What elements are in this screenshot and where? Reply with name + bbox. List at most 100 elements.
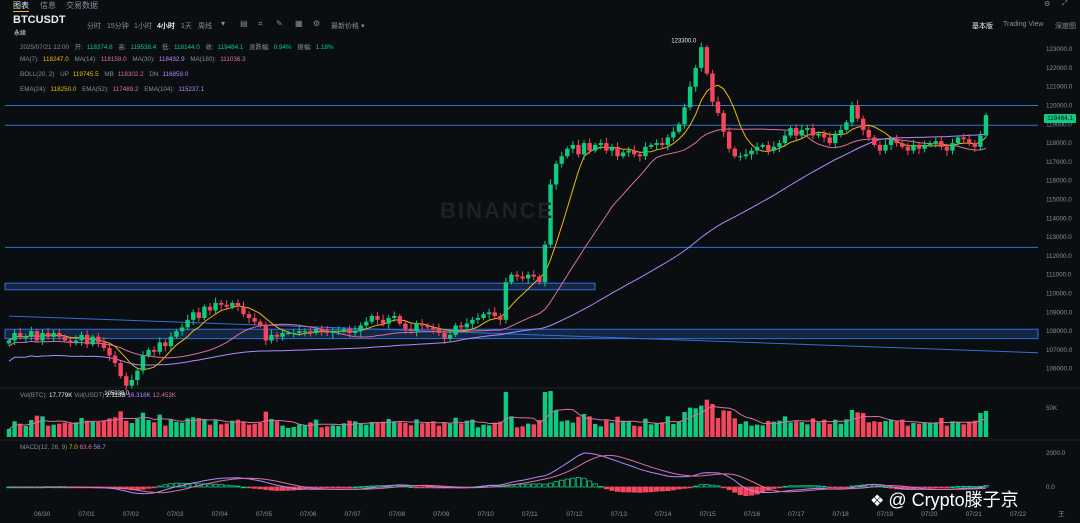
volume-bar xyxy=(922,422,927,437)
candle-body xyxy=(308,331,313,333)
candle-body xyxy=(51,332,56,337)
date-tick-label: 07/07 xyxy=(345,511,362,518)
candle-body xyxy=(403,323,408,330)
macd-histogram-bar xyxy=(268,486,274,491)
macd-histogram-bar xyxy=(776,486,783,489)
tab-chart[interactable]: 图表 xyxy=(13,1,29,12)
settings-icon[interactable]: ⚙ xyxy=(1044,1,1051,8)
tf-time[interactable]: 分时 xyxy=(87,23,101,30)
credit-text: @ Crypto滕子京 xyxy=(888,490,1019,510)
volume-bar xyxy=(492,422,497,437)
candle-body xyxy=(944,146,950,151)
volume-bar xyxy=(224,423,229,437)
macd-histogram-bar xyxy=(614,486,621,492)
macd-histogram-bar xyxy=(966,485,972,488)
ema24-value: 118250.0 xyxy=(50,86,77,93)
macd-histogram-bar xyxy=(927,486,933,489)
volume-bar xyxy=(615,416,620,437)
candle-body xyxy=(330,331,336,333)
volume-bar xyxy=(196,418,202,437)
tf-1h[interactable]: 1小时 xyxy=(134,23,152,30)
volume-bar xyxy=(179,422,185,437)
macd-histogram-bar xyxy=(240,486,247,489)
volume-bar xyxy=(699,405,704,437)
volume-bar xyxy=(509,416,514,437)
volume-bar xyxy=(777,420,782,437)
macd-histogram-bar xyxy=(737,486,743,496)
volume-bar xyxy=(732,418,737,437)
high-price-marker: 123300.0 xyxy=(671,38,697,44)
macd-histogram-bar xyxy=(536,483,542,488)
symbol-name[interactable]: BTCUSDT xyxy=(13,14,66,26)
volume-bar xyxy=(771,421,777,437)
macd-histogram-bar xyxy=(782,485,788,488)
candle-body xyxy=(821,133,827,138)
volume-bar xyxy=(174,422,179,437)
macd-histogram-bar xyxy=(346,486,353,489)
macd-histogram-bar xyxy=(771,486,777,489)
macd-histogram-bar xyxy=(252,486,258,489)
candle-body xyxy=(369,316,375,322)
volume-bar xyxy=(96,422,101,437)
candle-type-icon[interactable]: ▤ xyxy=(240,19,248,28)
date-tick-label: 07/13 xyxy=(611,511,628,518)
expand-icon[interactable]: ⤢ xyxy=(1062,0,1068,7)
candle-body xyxy=(604,143,609,151)
volume-bar xyxy=(939,418,944,437)
macd-histogram-bar xyxy=(274,486,280,491)
volume-bar xyxy=(888,420,894,437)
vol-btc-value: 17.779K xyxy=(49,392,73,399)
volume-bar xyxy=(436,425,442,437)
tf-4h[interactable]: 4小时 xyxy=(157,23,175,30)
view-basic[interactable]: 基本版 xyxy=(972,23,993,30)
volume-bar xyxy=(347,420,352,437)
candle-body xyxy=(325,331,330,333)
tab-info[interactable]: 信息 xyxy=(40,1,56,10)
candle-body xyxy=(397,316,402,324)
tab-trading-data[interactable]: 交易数据 xyxy=(66,1,98,10)
tf-15m[interactable]: 15分钟 xyxy=(107,23,129,30)
ma-line: MA(7): 118247.0 MA(14): 118158.0 MA(30): 11… xyxy=(20,56,250,63)
indicator-icon[interactable]: ⌗ xyxy=(258,19,263,28)
volume-bar xyxy=(352,421,358,437)
volume-bar xyxy=(146,420,151,437)
candle-body xyxy=(721,112,726,132)
macd-histogram-bar xyxy=(570,477,576,488)
macd-histogram-bar xyxy=(743,486,749,497)
volume-bar xyxy=(442,423,447,437)
volume-bar xyxy=(531,424,536,437)
macd-histogram-bar xyxy=(246,486,252,489)
tf-1d[interactable]: 1天 xyxy=(181,23,192,30)
macd-histogram-bar xyxy=(944,486,950,489)
macd-histogram-bar xyxy=(726,486,732,491)
candle-body xyxy=(844,122,849,130)
settings-icon-2[interactable]: ⚙ xyxy=(313,19,321,28)
price-mode-select[interactable]: 最新价格 ▾ xyxy=(331,23,365,30)
macd-histogram-bar xyxy=(921,486,928,489)
macd-axis-top: 2000.0 xyxy=(1046,450,1066,457)
candle-body xyxy=(297,331,302,333)
volume-bar xyxy=(894,420,899,437)
view-tradingview[interactable]: Trading View xyxy=(1003,21,1044,28)
candle-body xyxy=(96,336,101,343)
draw-tool-icon[interactable]: ✎ xyxy=(276,19,283,28)
ma14-value: 118158.0 xyxy=(100,56,127,63)
volume-bar xyxy=(799,422,804,437)
candle-body xyxy=(526,274,531,279)
volume-bar xyxy=(263,411,269,437)
view-depth[interactable]: 深度图 xyxy=(1055,23,1076,30)
candle-body xyxy=(453,325,458,335)
layout-icon[interactable]: ▦ xyxy=(295,19,303,28)
volume-bar xyxy=(375,422,380,437)
macd-histogram-bar xyxy=(145,486,152,489)
chevron-down-icon[interactable]: ▾ xyxy=(221,19,226,28)
volume-bar xyxy=(397,422,402,437)
candle-body xyxy=(905,146,911,151)
candle-body xyxy=(581,143,587,155)
low-label: 低: xyxy=(161,44,171,51)
volume-bar xyxy=(760,425,765,437)
tf-week[interactable]: 周线 xyxy=(198,23,212,30)
candle-body xyxy=(726,131,732,149)
volume-bar xyxy=(754,424,760,437)
